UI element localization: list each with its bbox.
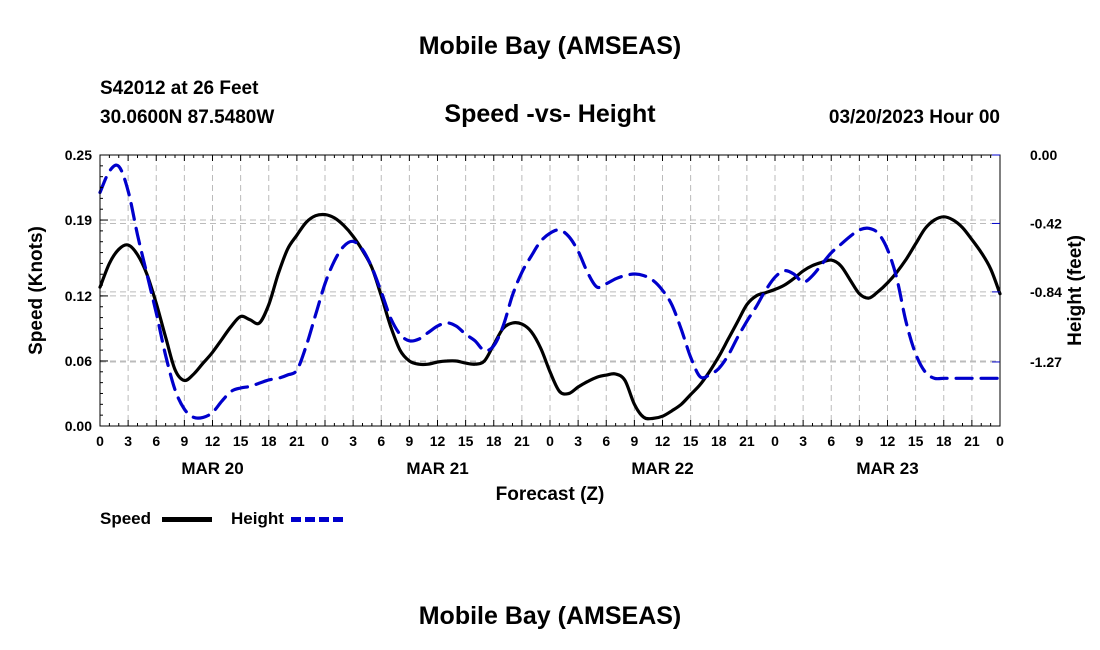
y-axis-label: Speed (Knots) bbox=[26, 226, 47, 355]
x-tick-label: 15 bbox=[458, 433, 474, 449]
y-tick-label: 0.00 bbox=[65, 418, 92, 434]
x-tick-label: 3 bbox=[349, 433, 357, 449]
x-tick-label: 15 bbox=[683, 433, 699, 449]
chart-title: Mobile Bay (AMSEAS) bbox=[418, 32, 682, 60]
x-tick-label: 18 bbox=[711, 433, 727, 449]
x-tick-label: 3 bbox=[124, 433, 132, 449]
x-tick-label: 21 bbox=[289, 433, 305, 449]
x-tick-label: 9 bbox=[855, 433, 863, 449]
legend-item-height-label: Height bbox=[231, 509, 284, 528]
y-tick-label: 0.12 bbox=[65, 288, 92, 304]
x-date-label: MAR 22 bbox=[631, 459, 693, 478]
x-tick-label: 0 bbox=[321, 433, 329, 449]
x-axis-label: Forecast (Z) bbox=[496, 484, 605, 505]
x-tick-label: 15 bbox=[233, 433, 249, 449]
y-tick-label: 0.25 bbox=[65, 147, 92, 163]
chart-ticks: 0 3 6 9 12 15 18 21 0 3 6 9 12 15 18 21 0 3 6 9 12 15 18 21 0 3 6 9… bbox=[65, 147, 1062, 478]
series-line-speed bbox=[98, 212, 1002, 421]
footer-title: Mobile Bay (AMSEAS) bbox=[418, 602, 682, 630]
x-tick-label: 21 bbox=[964, 433, 980, 449]
y-tick-label: 0.06 bbox=[65, 353, 92, 369]
x-tick-label: 0 bbox=[996, 433, 1004, 449]
x-tick-label: 6 bbox=[827, 433, 835, 449]
y2-axis-label: Height (feet) bbox=[1065, 235, 1086, 346]
x-tick-label: 9 bbox=[180, 433, 188, 449]
x-tick-label: 0 bbox=[96, 433, 104, 449]
x-tick-label: 12 bbox=[430, 433, 446, 449]
legend-height-swatch bbox=[291, 517, 343, 522]
x-tick-label: 6 bbox=[377, 433, 385, 449]
x-tick-label: 18 bbox=[936, 433, 952, 449]
chart-subtitle: Speed -vs- Height bbox=[444, 100, 656, 128]
y2-tick-label: -0.84 bbox=[1030, 284, 1062, 300]
x-tick-label: 12 bbox=[655, 433, 671, 449]
x-tick-label: 3 bbox=[799, 433, 807, 449]
legend-item-speed-label: Speed bbox=[100, 509, 152, 528]
x-date-label: MAR 23 bbox=[856, 459, 918, 478]
datetime-label: 03/20/2023 Hour 00 bbox=[828, 107, 1000, 128]
legend-speed-swatch bbox=[162, 517, 212, 522]
station-label: S42012 at 26 Feet bbox=[100, 78, 259, 99]
x-tick-label: 0 bbox=[546, 433, 554, 449]
x-date-label: MAR 21 bbox=[406, 459, 468, 478]
x-tick-label: 0 bbox=[771, 433, 779, 449]
x-tick-label: 18 bbox=[261, 433, 277, 449]
coordinates-label: 30.0600N 87.5480W bbox=[100, 107, 275, 128]
x-tick-label: 21 bbox=[514, 433, 530, 449]
chart-grid bbox=[100, 154, 1000, 426]
chart-series bbox=[98, 163, 1002, 421]
x-tick-label: 21 bbox=[739, 433, 755, 449]
x-tick-label: 18 bbox=[486, 433, 502, 449]
series-line-height bbox=[98, 163, 1002, 420]
x-tick-label: 9 bbox=[405, 433, 413, 449]
x-tick-label: 15 bbox=[908, 433, 924, 449]
y2-tick-label: -0.42 bbox=[1030, 215, 1062, 231]
x-tick-label: 12 bbox=[205, 433, 221, 449]
x-tick-label: 6 bbox=[152, 433, 160, 449]
x-tick-label: 3 bbox=[574, 433, 582, 449]
x-tick-label: 12 bbox=[880, 433, 896, 449]
x-tick-label: 9 bbox=[630, 433, 638, 449]
y-tick-label: 0.19 bbox=[65, 212, 92, 228]
y2-tick-label: -1.27 bbox=[1030, 354, 1062, 370]
x-date-label: MAR 20 bbox=[181, 459, 243, 478]
x-tick-label: 6 bbox=[602, 433, 610, 449]
y2-tick-label: 0.00 bbox=[1030, 147, 1057, 163]
